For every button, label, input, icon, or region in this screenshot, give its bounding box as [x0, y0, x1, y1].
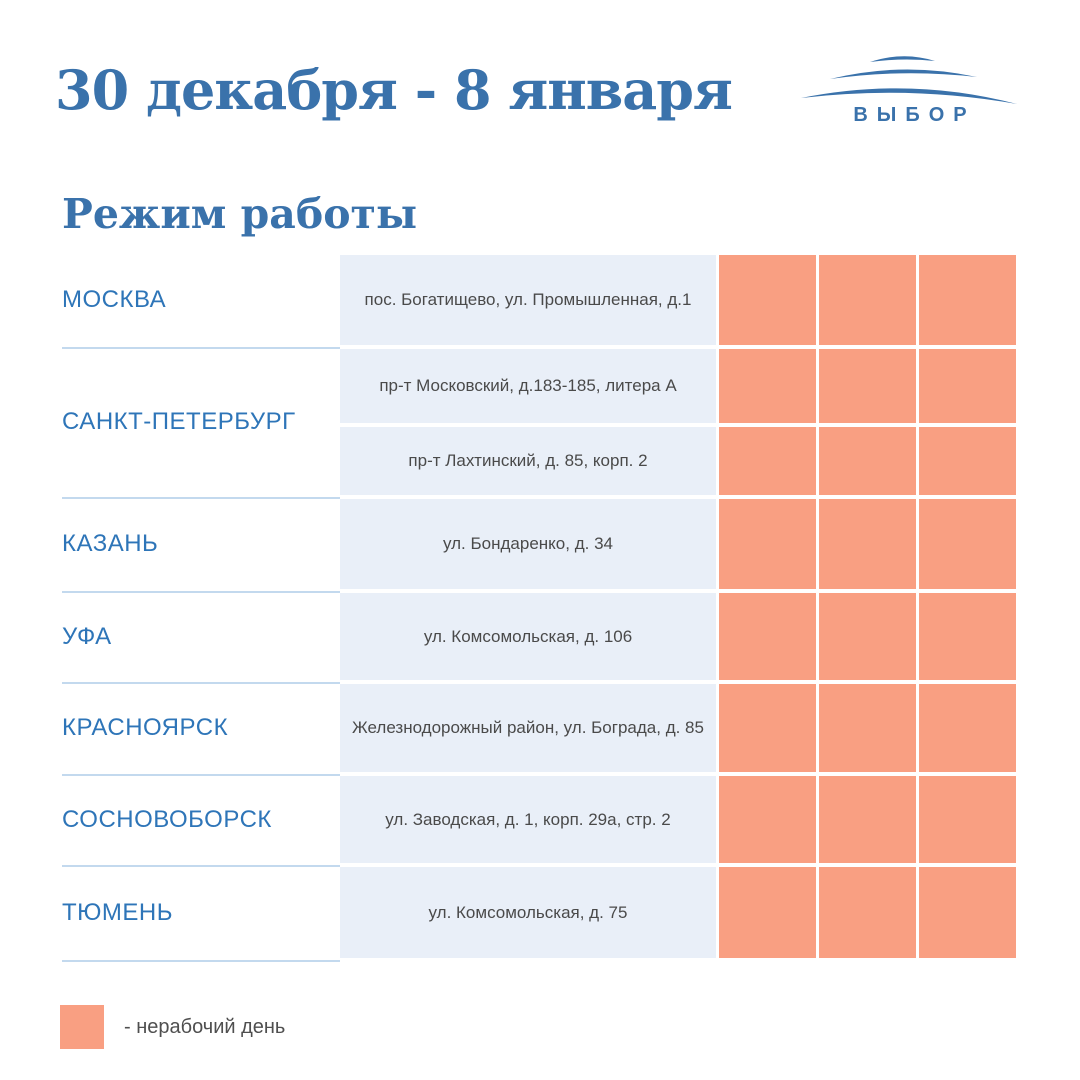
nonworking-day-cell — [819, 499, 916, 589]
section-rows: пос. Богатищево, ул. Промышленная, д.1 — [340, 255, 1016, 345]
nonworking-day-cell — [919, 349, 1016, 423]
nonworking-day-cell — [719, 427, 816, 495]
city-label: УФА — [62, 622, 112, 650]
nonworking-day-swatch — [60, 1005, 104, 1049]
section-rows: ул. Комсомольская, д. 106 — [340, 593, 1016, 680]
table-row: ул. Комсомольская, д. 75 — [340, 867, 1016, 958]
schedule-table: МОСКВА пос. Богатищево, ул. Промышленная… — [62, 255, 1016, 962]
table-row: пос. Богатищево, ул. Промышленная, д.1 — [340, 255, 1016, 345]
address-cell: пр-т Лахтинский, д. 85, корп. 2 — [340, 427, 716, 495]
nonworking-day-cell — [919, 684, 1016, 772]
section-rows: Железнодорожный район, ул. Бограда, д. 8… — [340, 684, 1016, 772]
legend: - нерабочий день — [60, 1005, 285, 1049]
table-row: ул. Заводская, д. 1, корп. 29а, стр. 2 — [340, 776, 1016, 863]
nonworking-day-cell — [719, 499, 816, 589]
page-title: Режим работы — [62, 190, 418, 238]
address-cell: пос. Богатищево, ул. Промышленная, д.1 — [340, 255, 716, 345]
city-label: СОСНОВОБОРСК — [62, 805, 272, 833]
nonworking-day-cell — [819, 255, 916, 345]
logo-text: ВЫБОР — [853, 104, 976, 126]
city-section-kazan: КАЗАНЬ ул. Бондаренко, д. 34 — [62, 499, 1016, 593]
nonworking-day-cell — [819, 867, 916, 958]
address-cell: Железнодорожный район, ул. Бограда, д. 8… — [340, 684, 716, 772]
nonworking-day-cell — [919, 255, 1016, 345]
city-section-sosnovoborsk: СОСНОВОБОРСК ул. Заводская, д. 1, корп. … — [62, 776, 1016, 867]
nonworking-day-cell — [919, 776, 1016, 863]
city-label: САНКТ-ПЕТЕРБУРГ — [62, 408, 296, 435]
city-label: МОСКВА — [62, 286, 167, 313]
nonworking-day-cell — [919, 867, 1016, 958]
nonworking-day-cell — [819, 427, 916, 495]
table-row: ул. Комсомольская, д. 106 — [340, 593, 1016, 680]
logo-arcs-icon — [801, 56, 1017, 104]
table-row: ул. Бондаренко, д. 34 — [340, 499, 1016, 589]
city-label: КРАСНОЯРСК — [62, 714, 229, 741]
nonworking-day-cell — [719, 684, 816, 772]
nonworking-day-cell — [719, 349, 816, 423]
address-cell: ул. Комсомольская, д. 75 — [340, 867, 716, 958]
section-rows: ул. Бондаренко, д. 34 — [340, 499, 1016, 589]
table-row: пр-т Лахтинский, д. 85, корп. 2 — [340, 427, 1016, 495]
city-section-ufa: УФА ул. Комсомольская, д. 106 — [62, 593, 1016, 684]
table-row: Железнодорожный район, ул. Бограда, д. 8… — [340, 684, 1016, 772]
address-cell: ул. Бондаренко, д. 34 — [340, 499, 716, 589]
address-cell: ул. Заводская, д. 1, корп. 29а, стр. 2 — [340, 776, 716, 863]
city-label: КАЗАНЬ — [62, 530, 159, 557]
address-cell: пр-т Московский, д.183-185, литера А — [340, 349, 716, 423]
nonworking-day-cell — [719, 867, 816, 958]
city-section-tyumen: ТЮМЕНЬ ул. Комсомольская, д. 75 — [62, 867, 1016, 962]
nonworking-day-cell — [919, 593, 1016, 680]
city-section-krasnoyarsk: КРАСНОЯРСК Железнодорожный район, ул. Бо… — [62, 684, 1016, 776]
nonworking-day-cell — [919, 427, 1016, 495]
date-range-title: 30 декабря - 8 января — [55, 58, 733, 122]
section-rows: ул. Комсомольская, д. 75 — [340, 867, 1016, 958]
section-rows: ул. Заводская, д. 1, корп. 29а, стр. 2 — [340, 776, 1016, 863]
nonworking-day-cell — [919, 499, 1016, 589]
nonworking-day-cell — [819, 684, 916, 772]
nonworking-day-cell — [719, 776, 816, 863]
legend-label: - нерабочий день — [124, 1015, 286, 1038]
section-rows: пр-т Московский, д.183-185, литера А пр-… — [340, 349, 1016, 495]
nonworking-day-cell — [819, 593, 916, 680]
nonworking-day-cell — [819, 349, 916, 423]
nonworking-day-cell — [819, 776, 916, 863]
nonworking-day-cell — [719, 255, 816, 345]
address-cell: ул. Комсомольская, д. 106 — [340, 593, 716, 680]
city-section-moskva: МОСКВА пос. Богатищево, ул. Промышленная… — [62, 255, 1016, 349]
table-row: пр-т Московский, д.183-185, литера А — [340, 349, 1016, 423]
nonworking-day-cell — [719, 593, 816, 680]
vybor-logo: ВЫБОР — [795, 52, 1025, 132]
city-label: ТЮМЕНЬ — [62, 898, 173, 926]
city-section-sankt-peterburg: САНКТ-ПЕТЕРБУРГ пр-т Московский, д.183-1… — [62, 349, 1016, 499]
